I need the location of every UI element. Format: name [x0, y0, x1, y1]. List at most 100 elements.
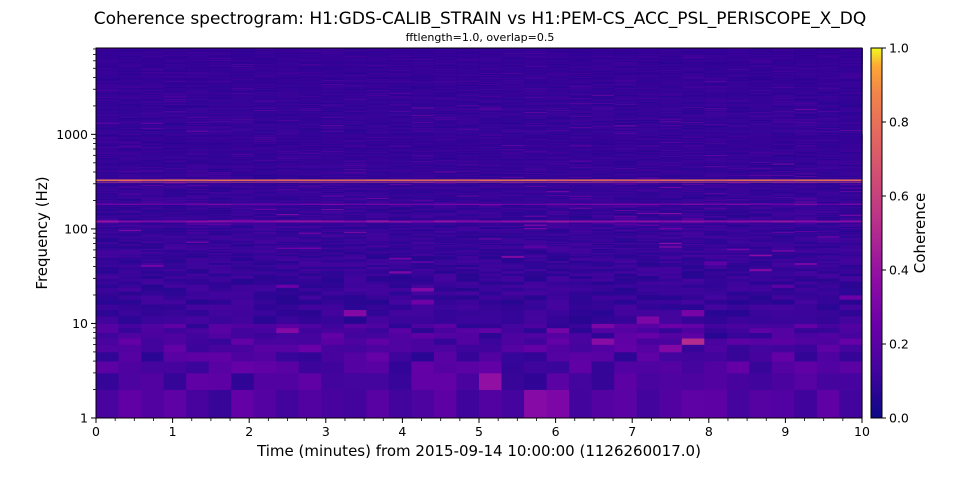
heatmap-cell [547, 316, 570, 324]
heatmap-cell [164, 328, 187, 333]
heatmap-cell [411, 291, 434, 295]
heatmap-cell [119, 295, 142, 300]
heatmap-cell [502, 328, 525, 333]
heatmap-cell [164, 338, 187, 345]
heatmap-cell [524, 276, 547, 279]
heatmap-cell [411, 304, 434, 310]
heatmap-cell [502, 295, 525, 300]
heatmap-cell [817, 361, 840, 373]
heatmap-cell [456, 333, 479, 339]
heatmap-cell [366, 288, 389, 292]
heatmap-cell [231, 276, 254, 279]
heatmap-cell [389, 281, 412, 284]
heatmap-cell [592, 288, 615, 292]
heatmap-cell [569, 304, 592, 310]
heatmap-cell [299, 373, 322, 390]
heatmap-cell [592, 284, 615, 288]
heatmap-cell [321, 284, 344, 288]
heatmap-cell [749, 281, 772, 284]
heatmap-cell [772, 278, 795, 281]
heatmap-cell [817, 390, 840, 419]
heatmap-cell [614, 328, 637, 333]
heatmap-cell [569, 333, 592, 339]
heatmap-cell [682, 390, 705, 419]
heatmap-cell [479, 273, 502, 276]
heatmap-cell [727, 390, 750, 419]
heatmap-cell [276, 338, 299, 345]
heatmap-cell [682, 333, 705, 339]
heatmap-cell [231, 310, 254, 317]
heatmap-cell [794, 338, 817, 345]
heatmap-cell [389, 352, 412, 362]
heatmap-cell [209, 291, 232, 295]
heatmap-cell [524, 281, 547, 284]
heatmap-cell [299, 291, 322, 295]
heatmap-cell [502, 288, 525, 292]
heatmap-cell [479, 284, 502, 288]
heatmap-cell [276, 299, 299, 304]
heatmap-cell [344, 344, 367, 352]
heatmap-cell [502, 333, 525, 339]
heatmap-cell [389, 299, 412, 304]
heatmap-cell [456, 361, 479, 373]
heatmap-cell [141, 288, 164, 292]
heatmap-cell [366, 316, 389, 324]
heatmap-cell [502, 281, 525, 284]
heatmap-cell [254, 291, 277, 295]
heatmap-cell [817, 291, 840, 295]
heatmap-cell [479, 291, 502, 295]
heatmap-cell [119, 271, 142, 274]
heatmap-cell [749, 316, 772, 324]
heatmap-cell [119, 373, 142, 390]
heatmap-cell [839, 373, 862, 390]
heatmap-cell [344, 291, 367, 295]
heatmap-cell [794, 328, 817, 333]
heatmap-cell [592, 291, 615, 295]
heatmap-cell [209, 338, 232, 345]
heatmap-cell [569, 323, 592, 328]
heatmap-cell [96, 390, 119, 419]
heatmap-cell [839, 316, 862, 324]
heatmap-cell [524, 323, 547, 328]
heatmap-cell [547, 304, 570, 310]
heatmap-cell [614, 373, 637, 390]
heatmap-cell [817, 271, 840, 274]
heatmap-cell [456, 338, 479, 345]
heatmap-cell [659, 291, 682, 295]
heatmap-cell [592, 278, 615, 281]
heatmap-cell [276, 310, 299, 317]
heatmap-cell [276, 316, 299, 324]
heatmap-cell [524, 304, 547, 310]
heatmap-cell [434, 373, 457, 390]
heatmap-cell [299, 271, 322, 274]
heatmap-cell [321, 271, 344, 274]
heatmap-cell [321, 323, 344, 328]
heatmap-cell [614, 333, 637, 339]
heatmap-cell [389, 288, 412, 292]
heatmap-cell [749, 333, 772, 339]
heatmap-cell [772, 316, 795, 324]
heatmap-cell [839, 323, 862, 328]
heatmap-cell [547, 281, 570, 284]
heatmap-cell [592, 352, 615, 362]
heatmap-cell [479, 323, 502, 328]
heatmap-cell [727, 328, 750, 333]
heatmap-cell [434, 390, 457, 419]
heatmap-cell [569, 288, 592, 292]
heatmap-cell [164, 273, 187, 276]
heatmap-cell [727, 352, 750, 362]
heatmap-cell [839, 333, 862, 339]
heatmap-cell [659, 304, 682, 310]
heatmap-cell [209, 310, 232, 317]
heatmap-cell [96, 299, 119, 304]
heatmap-cell [547, 338, 570, 345]
heatmap-cell [794, 344, 817, 352]
heatmap-cell [321, 390, 344, 419]
heatmap-cell [772, 284, 795, 288]
heatmap-cell [524, 295, 547, 300]
heatmap-cell [637, 304, 660, 310]
heatmap-cell [96, 271, 119, 274]
heatmap-cell [276, 276, 299, 279]
heatmap-cell [141, 284, 164, 288]
heatmap-cell [659, 316, 682, 324]
